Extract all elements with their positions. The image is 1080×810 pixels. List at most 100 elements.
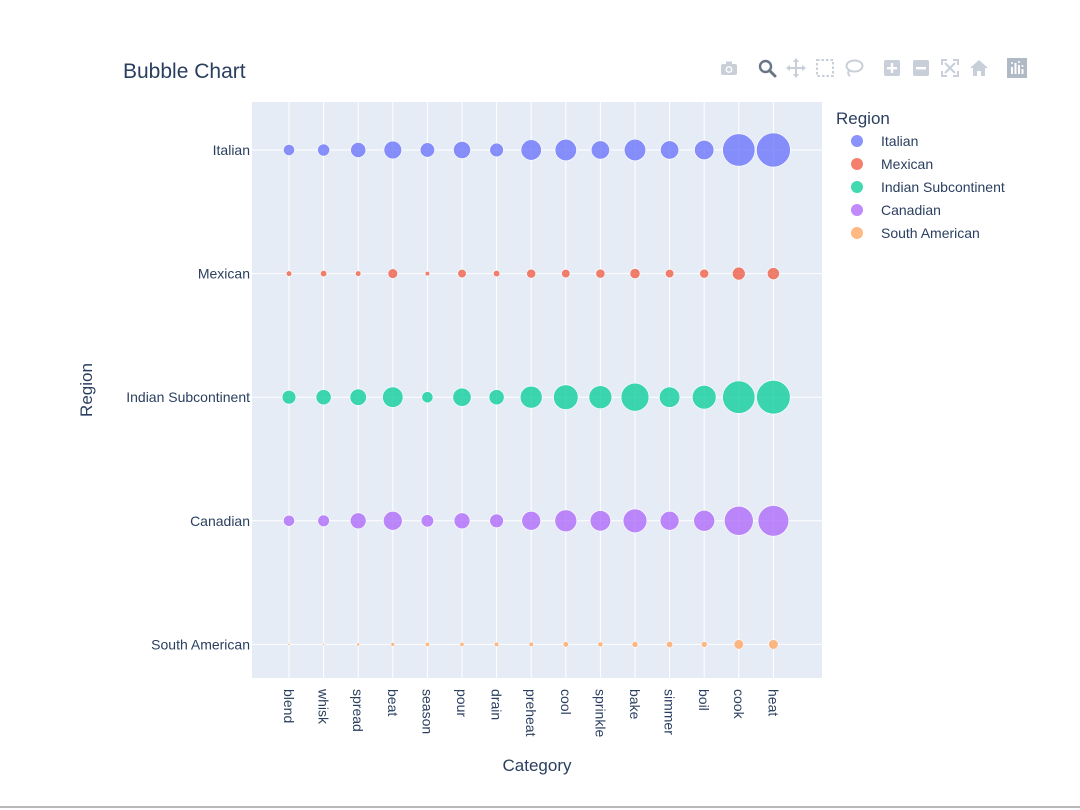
bubble-point[interactable] [589,510,611,532]
bubble-point[interactable] [526,268,537,279]
bubble-point[interactable] [723,505,754,536]
bubbles[interactable] [281,132,791,650]
bubble-point[interactable] [383,511,403,531]
legend-label[interactable]: South American [881,225,980,241]
bubble-point[interactable] [733,639,744,650]
zoom-icon[interactable] [756,57,778,79]
bubble-point[interactable] [283,514,295,527]
bubble-point[interactable] [320,270,328,278]
bubble-point[interactable] [756,380,791,415]
bubble-point[interactable] [757,505,790,537]
lasso-icon[interactable] [843,57,865,79]
pan-icon[interactable] [785,57,807,79]
bubble-point[interactable] [553,384,579,410]
bubble-point[interactable] [768,639,779,650]
zoom-out-icon[interactable] [910,57,932,79]
bubble-point[interactable] [453,141,471,159]
bubble-point[interactable] [452,387,472,407]
y-tick-label: South American [151,636,250,652]
bubble-point[interactable] [493,270,501,278]
bubble-point[interactable] [666,640,674,648]
legend[interactable]: Region Italian Mexican Indian Subcontinent… [836,109,1005,241]
bubble-point[interactable] [528,641,534,647]
bubble-point[interactable] [554,138,577,162]
bubble-point[interactable] [355,270,362,277]
bubble-point[interactable] [665,269,675,279]
bubble-point[interactable] [520,139,542,161]
bubble-point[interactable] [620,382,650,412]
bubble-point[interactable] [421,391,434,404]
legend-marker[interactable] [851,204,863,216]
bubble-point[interactable] [383,140,402,160]
y-tick-label: Mexican [198,266,250,282]
bubble-point[interactable] [489,513,504,528]
legend-marker[interactable] [851,181,863,193]
camera-icon[interactable] [718,57,740,79]
bubble-point[interactable] [420,514,434,528]
bubble-point[interactable] [424,641,430,647]
bubble-point[interactable] [660,140,680,160]
bubble-point[interactable] [659,386,681,408]
bubble-point[interactable] [622,508,648,534]
bubble-point[interactable] [595,268,606,279]
bubble-point[interactable] [315,389,332,406]
bubble-point[interactable] [387,268,398,279]
bubble-point[interactable] [349,512,367,530]
bubble-point[interactable] [631,641,639,648]
bubble-point[interactable] [694,139,715,161]
legend-label[interactable]: Indian Subcontinent [881,179,1005,195]
bubble-point[interactable] [390,642,396,647]
bubble-point[interactable] [756,132,791,168]
bubble-point[interactable] [554,509,578,533]
bubble-point[interactable] [494,641,500,647]
legend-marker[interactable] [851,227,863,239]
bubble-point[interactable] [349,388,367,406]
bubble-point[interactable] [767,267,780,280]
legend-label[interactable]: Mexican [881,156,933,172]
legend-marker[interactable] [851,135,863,147]
autoscale-icon[interactable] [939,57,961,79]
bubble-point[interactable] [287,642,291,646]
bubble-point[interactable] [281,390,297,405]
bubble-point[interactable] [562,641,569,648]
bubble-point[interactable] [623,138,647,162]
bubble-point[interactable] [419,142,435,158]
bubble-point[interactable] [699,268,710,279]
bubble-point[interactable] [722,380,756,414]
bubble-point[interactable] [519,385,543,409]
bubble-point[interactable] [424,271,430,277]
bubble-point[interactable] [489,142,504,158]
bubble-point[interactable] [732,266,746,281]
plotly-logo-icon[interactable] [1006,57,1028,79]
bubble-point[interactable] [521,511,541,531]
bubble-point[interactable] [457,269,467,279]
legend-marker[interactable] [851,158,863,170]
bubble-point[interactable] [597,641,604,648]
bubble-point[interactable] [588,385,613,409]
bubble-point[interactable] [285,270,293,277]
bubble-point[interactable] [488,389,505,406]
bubble-point[interactable] [322,642,326,646]
bubble-point[interactable] [722,133,756,167]
bubble-point[interactable] [350,142,367,158]
y-axis-title: Region [77,363,96,417]
reset-axes-icon[interactable] [968,57,990,79]
bubble-point[interactable] [691,384,717,410]
bubble-point[interactable] [590,140,610,160]
bubble-point[interactable] [659,511,680,531]
bubble-point[interactable] [561,269,571,279]
bubble-point[interactable] [700,641,708,648]
legend-label[interactable]: Italian [881,133,918,149]
bubble-point[interactable] [283,144,295,156]
bubble-point[interactable] [453,512,471,530]
bubble-point[interactable] [459,641,465,647]
bubble-point[interactable] [693,509,716,532]
bubble-point[interactable] [382,386,404,408]
legend-label[interactable]: Canadian [881,202,941,218]
bubble-point[interactable] [317,514,330,527]
box-select-icon[interactable] [814,57,836,79]
bubble-point[interactable] [356,642,361,647]
zoom-in-icon[interactable] [881,57,903,79]
bubble-point[interactable] [629,268,641,280]
bubble-point[interactable] [317,143,330,157]
